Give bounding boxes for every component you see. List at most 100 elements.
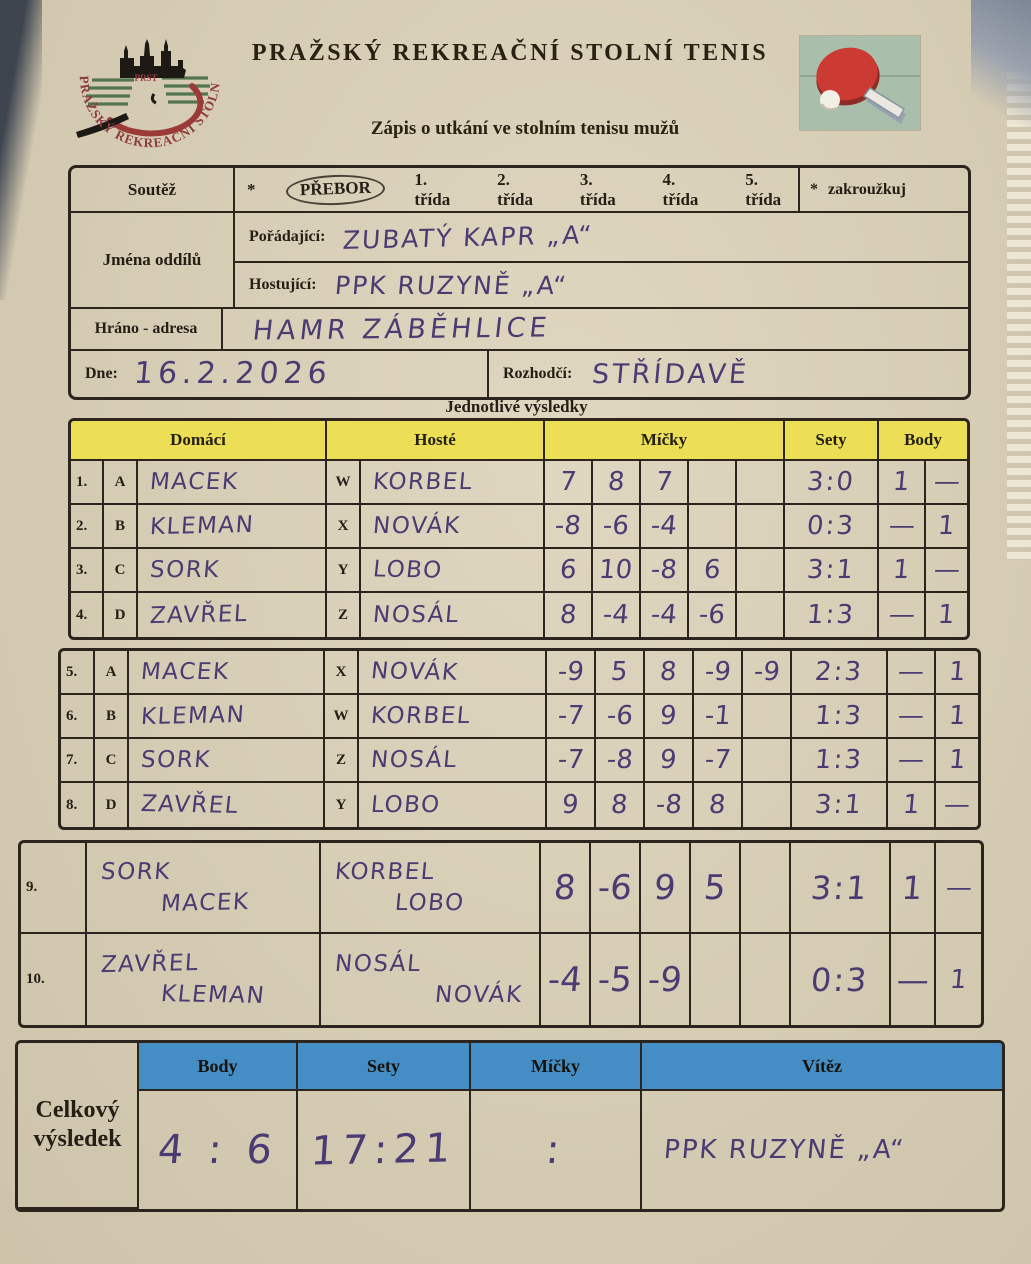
ball-set1: -4 (541, 934, 591, 1025)
match-info-table: Soutěž * PŘEBOR 1. třída 2. třída 3. tří… (68, 165, 971, 400)
club-logo-icon: PRST PRAŽSKÝ REKREAČNÍ STOLNÍ TENIS (58, 22, 222, 150)
photo-background-edge-left (0, 0, 42, 300)
ball-set3: -9 (641, 934, 691, 1025)
asterisk: * (247, 179, 256, 199)
sets-score: 1:3 (792, 695, 888, 739)
guest-key: Y (325, 783, 359, 827)
poradajici-row: Pořádající: ZUBATÝ KAPR „A“ (235, 213, 968, 263)
sets-score: 1:3 (792, 739, 888, 783)
paddle-icon (800, 36, 920, 130)
body-home: 1 (879, 549, 926, 593)
binder-edge-strip (1007, 0, 1031, 560)
body-home: 1 (891, 843, 936, 934)
ball-set3: -8 (641, 549, 689, 593)
match-number: 10. (21, 934, 87, 1025)
asterisk: * (810, 180, 818, 198)
body-home: 1 (888, 783, 936, 827)
ball-set2: -6 (596, 695, 645, 739)
ball-set1: -9 (547, 651, 596, 695)
ball-set2: 8 (593, 461, 641, 505)
home-key: B (95, 695, 129, 739)
sets-score: 3:1 (791, 843, 891, 934)
hrano-adresa-value: HAMR ZÁBĚHLICE (223, 309, 968, 351)
home-player: ZAVŘEL (129, 783, 325, 827)
body-home: — (891, 934, 936, 1025)
home-key: D (104, 593, 138, 637)
rozhodci-cell: Rozhodčí: STŘÍDAVĚ (489, 351, 968, 397)
home-player: SORK (138, 549, 327, 593)
page-title: PRAŽSKÝ REKREAČNÍ STOLNÍ TENIS (251, 40, 769, 66)
home-player: ZAVŘEL (138, 593, 327, 637)
body-guest: — (942, 790, 972, 820)
guest-pair: KORBEL LOBO (321, 843, 541, 934)
match-number: 5. (61, 651, 95, 695)
total-body-value: 4 : 6 (139, 1091, 298, 1209)
ball-set1: 8 (541, 843, 591, 934)
ball-set1: -7 (547, 739, 596, 783)
ball-set3: -4 (641, 505, 689, 549)
ball-set4: 5 (691, 843, 741, 934)
class-2: 2. třída (497, 169, 533, 209)
ball-set5: -9 (743, 651, 792, 695)
body-home: 1 (879, 461, 926, 505)
match-number: 1. (71, 461, 104, 505)
ball-set5 (741, 843, 791, 934)
total-sety-value: 17:21 (298, 1091, 471, 1209)
match-number: 9. (21, 843, 87, 934)
total-col-body: Body (139, 1043, 298, 1091)
ball-set5 (743, 739, 792, 783)
singles-table-2: 5. A MACEK X NOVÁK -9 5 8 -9 -9 2:3 — 1 … (58, 648, 981, 830)
ball-set2: 5 (596, 651, 645, 695)
home-key: D (95, 783, 129, 827)
guest-key: W (327, 461, 361, 505)
body-home: — (888, 651, 936, 695)
poradajici-label: Pořádající: (249, 228, 326, 245)
guest-player: LOBO (359, 783, 547, 827)
ball-set4: -6 (689, 593, 737, 637)
col-hoste: Hosté (327, 421, 545, 461)
sets-score: 3:0 (785, 461, 879, 505)
class-5: 5. třída (745, 169, 782, 209)
guest-player: KORBEL (359, 695, 547, 739)
body-home: — (888, 739, 936, 783)
total-col-vitez: Vítěz (642, 1043, 1002, 1091)
guest-key: Z (327, 593, 361, 637)
class-3: 3. třída (579, 169, 616, 209)
ball-set4 (689, 505, 737, 549)
dne-label: Dne: (85, 365, 118, 382)
home-key: A (104, 461, 138, 505)
ball-set5 (743, 695, 792, 739)
home-key: A (95, 651, 129, 695)
sets-score: 3:1 (785, 549, 879, 593)
ball-set4: -1 (694, 695, 743, 739)
zakrouzkuj-label: zakroužkuj (828, 180, 906, 198)
singles-table-1: Domácí Hosté Míčky Sety Body 1. A MACEK … (68, 418, 970, 640)
guest-player: NOSÁL (361, 593, 545, 637)
circled-prebor: PŘEBOR (285, 172, 385, 207)
body-guest: — (926, 549, 967, 593)
home-pair: SORK MACEK (87, 843, 321, 934)
home-key: C (104, 549, 138, 593)
total-vitez-value: PPK RUZYNĚ „A“ (662, 1135, 907, 1165)
body-guest: 1 (948, 964, 969, 995)
col-micky: Míčky (545, 421, 785, 461)
match-number: 3. (71, 549, 104, 593)
dne-value: 16.2.2026 (132, 356, 334, 391)
ball-set2: 8 (596, 783, 645, 827)
results-section-title: Jednotlivé výsledky (445, 397, 588, 416)
body-guest: 1 (926, 505, 967, 549)
home-player: MACEK (129, 651, 325, 695)
match-number: 7. (61, 739, 95, 783)
ball-set4 (689, 461, 737, 505)
ball-set1: 8 (545, 593, 593, 637)
poradajici-value: ZUBATÝ KAPR „A“ (342, 219, 595, 255)
guest-player: NOSÁL (359, 739, 547, 783)
sets-score: 0:3 (791, 934, 891, 1025)
ball-set3: -8 (645, 783, 694, 827)
body-home: — (888, 695, 936, 739)
ball-set3: 7 (641, 461, 689, 505)
total-result-table: Celkový výsledek Body Sety Míčky Vítěz 4… (15, 1040, 1005, 1212)
class-4: 4. třída (662, 169, 699, 209)
ball-set1: 7 (545, 461, 593, 505)
col-body: Body (879, 421, 967, 461)
